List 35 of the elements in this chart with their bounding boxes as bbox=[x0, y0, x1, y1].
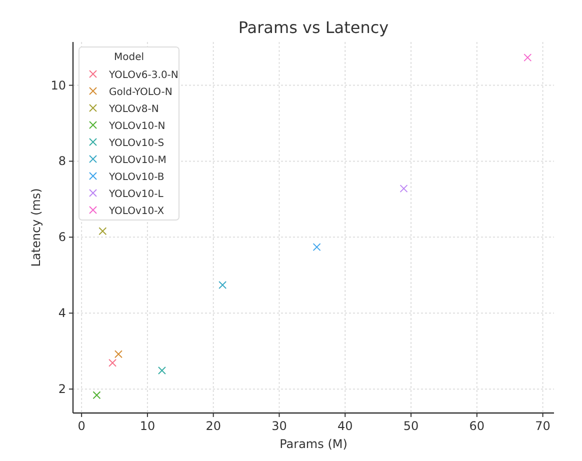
x-tick-label: 40 bbox=[337, 419, 353, 433]
point bbox=[98, 227, 107, 236]
point bbox=[114, 350, 122, 358]
legend-label: YOLOv8-N bbox=[108, 104, 159, 115]
x-tick-label: 30 bbox=[272, 419, 287, 433]
point bbox=[524, 54, 532, 62]
point bbox=[92, 391, 101, 400]
point bbox=[400, 184, 408, 193]
x-tick-label: 70 bbox=[535, 419, 550, 433]
x-tick-label: 50 bbox=[403, 419, 419, 433]
x-axis-title: Params (M) bbox=[280, 437, 348, 451]
legend-label: YOLOv6-3.0-N bbox=[108, 70, 178, 81]
x-tick-label: 10 bbox=[140, 419, 156, 433]
y-tick-label: 4 bbox=[58, 306, 66, 320]
chart-title: Params vs Latency bbox=[238, 18, 389, 37]
x-tick-label: 0 bbox=[78, 419, 86, 433]
legend-title: Model bbox=[114, 52, 144, 63]
legend-label: YOLOv10-M bbox=[108, 155, 166, 166]
x-tick-label: 20 bbox=[206, 419, 221, 433]
legend-label: YOLOv10-N bbox=[108, 121, 166, 132]
legend-label: YOLOv10-L bbox=[108, 189, 164, 200]
y-tick-label: 6 bbox=[58, 230, 66, 244]
point bbox=[312, 243, 321, 252]
legend-label: YOLOv10-X bbox=[108, 206, 164, 217]
point bbox=[158, 366, 166, 374]
y-tick-label: 8 bbox=[58, 154, 66, 168]
x-tick-label: 60 bbox=[469, 419, 485, 433]
y-axis-title: Latency (ms) bbox=[29, 188, 43, 267]
point bbox=[218, 281, 227, 290]
legend-label: Gold-YOLO-N bbox=[109, 87, 172, 98]
y-tick-label: 2 bbox=[58, 382, 66, 396]
legend-label: YOLOv10-S bbox=[108, 138, 164, 149]
legend-label: YOLOv10-B bbox=[108, 172, 164, 183]
y-tick-label: 10 bbox=[50, 78, 66, 92]
point bbox=[108, 358, 117, 367]
